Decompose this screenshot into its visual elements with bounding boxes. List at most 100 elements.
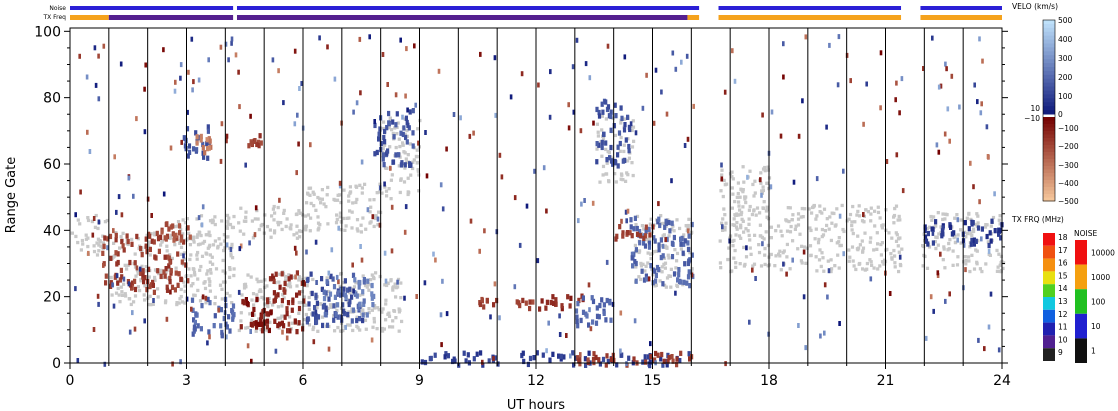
- sparse-echo-cell: [483, 228, 486, 234]
- top-status-bars: Noise TX Freq: [42, 5, 1002, 21]
- velocity-cell: [392, 134, 396, 140]
- velocity-cell: [661, 281, 665, 287]
- velocity-cell: [128, 282, 133, 288]
- ground-scatter-cell: [898, 236, 902, 240]
- velocity-cell: [346, 311, 350, 318]
- ground-scatter-cell: [744, 255, 749, 259]
- velocity-cell: [297, 290, 302, 296]
- velocity-cell: [332, 284, 337, 290]
- ground-scatter-cell: [741, 165, 745, 169]
- noise-colorbar-tick: 100: [1091, 298, 1106, 307]
- ground-scatter-cell: [387, 126, 391, 130]
- sparse-echo-cell: [239, 243, 243, 249]
- ground-scatter-cell: [879, 242, 883, 247]
- velocity-cell: [443, 354, 447, 360]
- velocity-cell: [572, 362, 576, 368]
- velocity-cell: [544, 305, 548, 311]
- sparse-echo-cell: [78, 53, 81, 59]
- velocity-cell: [207, 329, 211, 335]
- ground-scatter-cell: [769, 225, 773, 229]
- ground-scatter-cell: [348, 209, 352, 213]
- velocity-cell: [676, 277, 680, 283]
- ground-scatter-cell: [118, 246, 122, 250]
- sparse-echo-cell: [545, 208, 548, 214]
- velocity-cell: [600, 101, 604, 107]
- noise-colorbar-cell: [1075, 338, 1087, 363]
- ground-scatter-cell: [354, 184, 358, 188]
- velocity-cell: [252, 306, 256, 313]
- txfreq-colorbar-cell: [1043, 284, 1055, 297]
- velocity-cell: [115, 261, 119, 267]
- velocity-cell: [119, 267, 123, 274]
- ground-scatter-cell: [412, 158, 416, 162]
- ground-scatter-cell: [796, 212, 801, 216]
- sparse-echo-cell: [220, 121, 224, 127]
- ground-scatter-cell: [159, 268, 163, 273]
- ground-scatter-cell: [747, 217, 751, 221]
- velocity-cell: [609, 113, 613, 120]
- velocity-cell: [188, 149, 192, 155]
- ground-scatter-cell: [869, 260, 873, 264]
- ground-scatter-cell: [388, 325, 392, 329]
- ground-scatter-cell: [363, 311, 367, 316]
- sparse-echo-cell: [219, 158, 223, 164]
- velocity-cell: [597, 113, 602, 119]
- ground-scatter-cell: [972, 227, 976, 231]
- ground-scatter-cell: [276, 223, 281, 227]
- ground-scatter-cell: [214, 267, 219, 271]
- sparse-echo-cell: [862, 121, 865, 127]
- velocity-cell: [139, 245, 143, 252]
- velocity-cell: [341, 308, 345, 314]
- ground-scatter-cell: [127, 297, 131, 301]
- sparse-echo-cell: [122, 276, 126, 282]
- ground-scatter-cell: [198, 268, 202, 272]
- velocity-cell: [923, 227, 927, 234]
- velocity-cell: [375, 149, 379, 156]
- ground-scatter-cell: [248, 312, 252, 316]
- ground-scatter-cell: [604, 147, 608, 152]
- ground-scatter-cell: [321, 315, 325, 319]
- ground-scatter-cell: [276, 305, 280, 309]
- ground-scatter-cell: [848, 255, 852, 259]
- ground-scatter-cell: [998, 222, 1002, 226]
- ground-scatter-cell: [401, 143, 405, 147]
- ground-scatter-cell: [382, 120, 386, 124]
- ground-scatter-cell: [297, 278, 301, 282]
- ground-scatter-cell: [359, 223, 363, 227]
- sparse-echo-cell: [623, 54, 627, 60]
- ground-scatter-cell: [825, 223, 829, 228]
- txfreq-colorbar-cell: [1043, 322, 1055, 336]
- velocity-cell: [531, 299, 535, 305]
- sparse-echo-cell: [360, 159, 364, 165]
- ground-scatter-cell: [348, 291, 352, 295]
- velocity-cell: [343, 292, 347, 298]
- velocity-cell: [306, 276, 310, 283]
- ground-scatter-cell: [873, 224, 877, 228]
- velocity-cell: [327, 296, 331, 302]
- ground-scatter-cell: [975, 249, 979, 253]
- ground-scatter-cell: [851, 259, 855, 263]
- ground-scatter-cell: [387, 314, 392, 318]
- ground-scatter-cell: [231, 256, 235, 260]
- velocity-cell: [618, 140, 622, 147]
- ground-scatter-cell: [335, 213, 339, 217]
- ground-scatter-cell: [272, 218, 276, 222]
- ground-scatter-cell: [159, 243, 163, 247]
- velocity-cell: [224, 321, 228, 327]
- ground-scatter-cell: [833, 264, 837, 268]
- ground-scatter-cell: [998, 269, 1002, 274]
- ground-scatter-cell: [928, 225, 932, 229]
- velocity-colorbar-tick: 10: [1030, 104, 1040, 113]
- ground-scatter-cell: [206, 269, 210, 273]
- ground-scatter-cell: [785, 242, 789, 247]
- ground-scatter-cell: [152, 233, 156, 237]
- ground-scatter-cell: [206, 246, 210, 250]
- ground-scatter-cell: [205, 272, 209, 276]
- velocity-cell: [190, 297, 195, 303]
- ground-scatter-cell: [146, 243, 150, 247]
- ground-scatter-cell: [368, 198, 372, 202]
- sparse-echo-cell: [545, 348, 548, 354]
- ground-scatter-cell: [202, 239, 207, 244]
- ground-scatter-cell: [769, 236, 773, 240]
- sparse-echo-cell: [383, 181, 386, 187]
